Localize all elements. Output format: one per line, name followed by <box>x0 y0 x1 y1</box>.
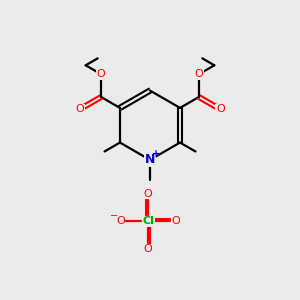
Text: −: − <box>110 212 118 221</box>
Text: O: O <box>144 189 152 199</box>
Text: O: O <box>171 216 180 226</box>
Text: N: N <box>145 153 155 167</box>
Text: Cl: Cl <box>142 216 154 226</box>
Text: +: + <box>152 149 160 159</box>
Text: O: O <box>194 69 203 79</box>
Text: O: O <box>97 69 106 79</box>
Text: O: O <box>216 104 225 114</box>
Text: O: O <box>116 216 125 226</box>
Text: O: O <box>75 104 84 114</box>
Text: O: O <box>144 244 152 254</box>
